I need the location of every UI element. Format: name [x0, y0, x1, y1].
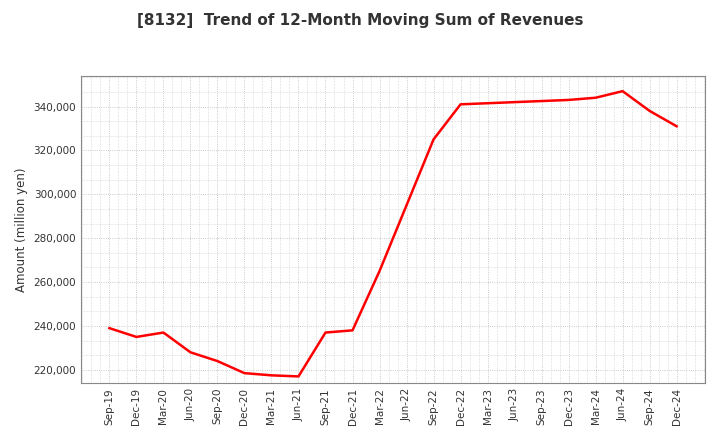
Text: [8132]  Trend of 12-Month Moving Sum of Revenues: [8132] Trend of 12-Month Moving Sum of R…	[137, 13, 583, 28]
Y-axis label: Amount (million yen): Amount (million yen)	[15, 167, 28, 292]
